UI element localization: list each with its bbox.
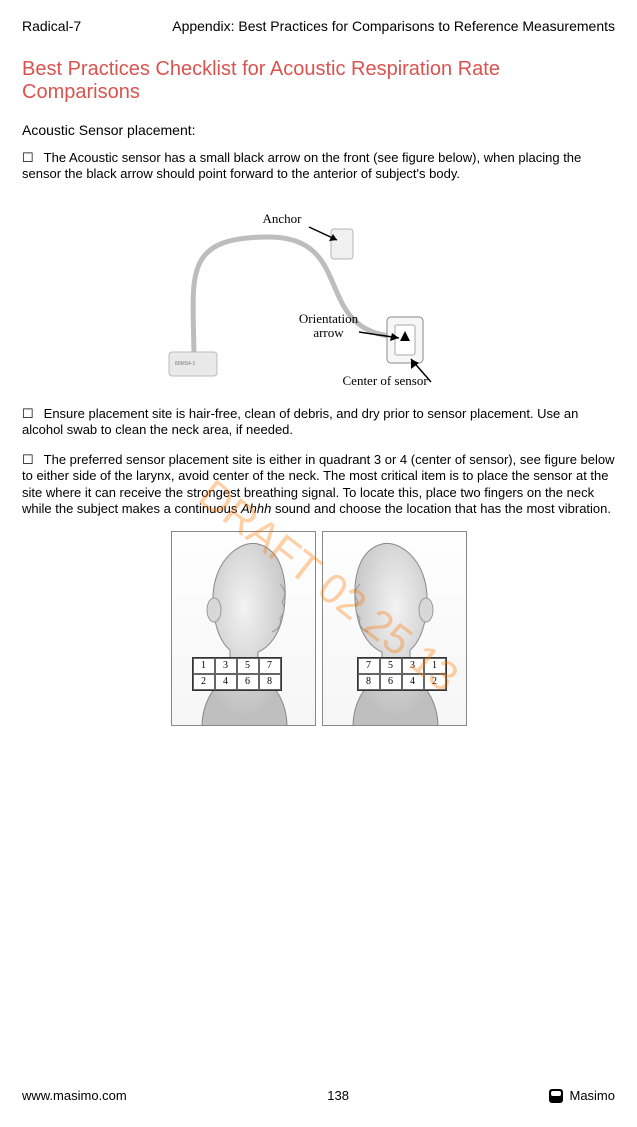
grid-cell: 2 [424, 674, 446, 690]
subheading: Acoustic Sensor placement: [22, 122, 615, 138]
brand-icon [549, 1089, 563, 1103]
head-svg [172, 532, 316, 726]
checklist-item: ☐The Acoustic sensor has a small black a… [22, 150, 615, 183]
grid-cell: 1 [193, 658, 215, 674]
grid-cell: 3 [402, 658, 424, 674]
head-svg [323, 532, 467, 726]
head-panel-right: 7 5 3 1 8 6 4 2 [322, 531, 467, 726]
page-header: Radical-7 Appendix: Best Practices for C… [22, 18, 615, 34]
label-center: Center of sensor [343, 373, 428, 389]
page-footer: www.masimo.com 138 Masimo [22, 1088, 615, 1103]
checklist-item: ☐Ensure placement site is hair-free, cle… [22, 406, 615, 439]
footer-brand: Masimo [549, 1088, 615, 1103]
grid-cell: 4 [215, 674, 237, 690]
grid-cell: 7 [358, 658, 380, 674]
grid-cell: 3 [215, 658, 237, 674]
header-right: Appendix: Best Practices for Comparisons… [172, 18, 615, 34]
grid-cell: 8 [259, 674, 281, 690]
label-anchor: Anchor [263, 211, 302, 227]
grid-cell: 6 [380, 674, 402, 690]
item-text: sound and choose the location that has t… [271, 501, 611, 516]
grid-cell: 1 [424, 658, 446, 674]
label-orientation: Orientation arrow [289, 312, 369, 341]
item-text-italic: Ahhh [241, 501, 271, 516]
item-text: The Acoustic sensor has a small black ar… [22, 150, 581, 181]
brand-name: Masimo [569, 1088, 615, 1103]
number-grid-right: 7 5 3 1 8 6 4 2 [357, 657, 447, 691]
checkbox-icon: ☐ [22, 452, 34, 468]
grid-cell: 8 [358, 674, 380, 690]
footer-url: www.masimo.com [22, 1088, 127, 1103]
grid-cell: 5 [237, 658, 259, 674]
header-left: Radical-7 [22, 18, 81, 34]
grid-cell: 2 [193, 674, 215, 690]
sensor-diagram-svg: 80MS4-1 [159, 197, 479, 387]
figure-sensor-cable: 80MS4-1 Anchor Orientation arrow Center … [159, 197, 479, 392]
head-panel-left: 1 3 5 7 2 4 6 8 [171, 531, 316, 726]
grid-cell: 6 [237, 674, 259, 690]
item-text: Ensure placement site is hair-free, clea… [22, 406, 578, 437]
grid-cell: 5 [380, 658, 402, 674]
figure-neck-quadrants: 1 3 5 7 2 4 6 8 7 5 3 1 8 [164, 531, 474, 726]
checklist-item: ☐The preferred sensor placement site is … [22, 452, 615, 517]
section-title: Best Practices Checklist for Acoustic Re… [22, 58, 615, 104]
checkbox-icon: ☐ [22, 406, 34, 422]
footer-page-number: 138 [327, 1088, 349, 1103]
number-grid-left: 1 3 5 7 2 4 6 8 [192, 657, 282, 691]
grid-cell: 7 [259, 658, 281, 674]
checkbox-icon: ☐ [22, 150, 34, 166]
svg-text:80MS4-1: 80MS4-1 [175, 361, 196, 367]
grid-cell: 4 [402, 674, 424, 690]
